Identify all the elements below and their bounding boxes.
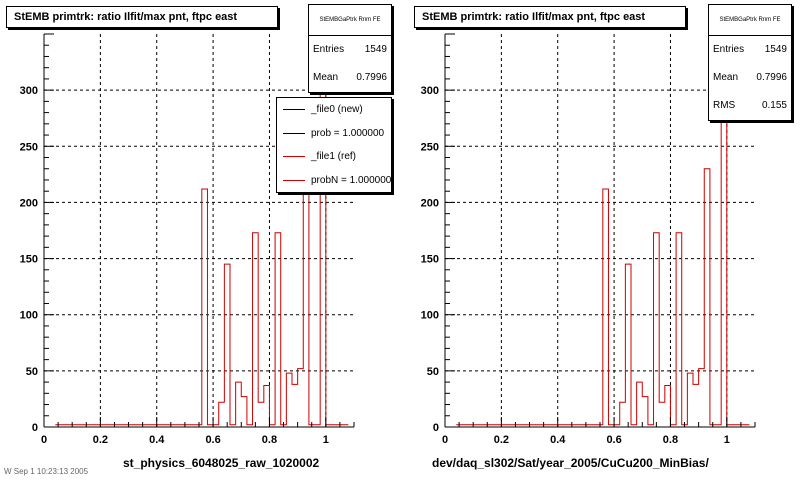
histogram-bin: [202, 189, 208, 427]
legend-entry: _file0 (new): [277, 98, 391, 122]
histogram-plot-right: 0 0.2 0.4 0.6 0.8 1 0 50 100 150 200 250 300: [421, 33, 756, 446]
stats-entries-label: Entries: [313, 44, 345, 55]
histogram-bin: [625, 264, 631, 427]
y-tick-label: 100: [421, 310, 439, 322]
x-tick-label: 1: [724, 434, 730, 446]
x-tick-label: 0: [442, 434, 448, 446]
histogram-series-line: [456, 58, 750, 426]
x-tick-label: 0.2: [494, 434, 509, 446]
legend: _file0 (new) prob = 1.000000 _file1 (ref…: [276, 97, 392, 193]
legend-label: _file0 (new): [311, 104, 363, 115]
stats-rms-label: RMS: [713, 100, 736, 111]
legend-label: probN = 1.000000: [311, 174, 392, 186]
histogram-bin: [693, 384, 699, 427]
histogram-bin: [699, 369, 705, 427]
histogram-bin: [676, 233, 682, 427]
histogram-bin: [275, 233, 281, 427]
histogram-bin: [241, 397, 247, 427]
legend-line-red: [283, 179, 305, 181]
stats-entries-row: Entries 1549: [709, 36, 791, 64]
legend-line-black: [283, 132, 305, 134]
histogram-bin: [303, 169, 309, 427]
stats-entries-value: 1549: [764, 44, 787, 55]
histogram-bin: [704, 169, 710, 427]
histogram-bin: [286, 373, 292, 427]
legend-entry: prob = 1.000000: [277, 122, 391, 146]
histogram-bin: [620, 402, 626, 427]
y-tick-label: 0: [433, 422, 439, 434]
stats-box: StEMBGaPtrk Rnm FE Entries 1549 Mean 0.7…: [708, 4, 792, 121]
legend-entry: probN = 1.000000: [277, 169, 391, 193]
stats-rms-row: RMS 0.155: [709, 92, 791, 120]
legend-line-black: [283, 109, 305, 110]
stats-rms-value: 0.155: [761, 100, 787, 111]
y-tick-label: 300: [20, 85, 38, 97]
histogram-bin: [292, 384, 298, 427]
histogram-bin: [219, 402, 225, 427]
x-tick-label: 1: [323, 434, 329, 446]
legend-line-red: [283, 156, 305, 157]
histogram-bin: [224, 264, 230, 427]
y-tick-label: 300: [421, 85, 439, 97]
histogram-bin: [253, 233, 259, 427]
y-tick-label: 150: [20, 254, 38, 266]
y-tick-label: 50: [26, 366, 38, 378]
stats-mean-value: 0.7996: [756, 72, 787, 83]
histogram-bin: [665, 385, 671, 427]
chart-title: StEMB primtrk: ratio Ilfit/max pnt, ftpc…: [6, 6, 278, 28]
x-tick-label: 0.8: [663, 434, 678, 446]
histogram-panel-left: 0 0.2 0.4 0.6 0.8 1 0 50 100 150 200 250 300 StEMB p…: [4, 4, 392, 476]
chart-title: StEMB primtrk: ratio Ilfit/max pnt, ftpc…: [414, 6, 686, 28]
histogram-bin: [603, 189, 609, 427]
histogram-bin: [687, 373, 693, 427]
histogram-bin: [258, 402, 264, 427]
y-tick-label: 250: [20, 141, 38, 153]
histogram-bin: [659, 402, 665, 427]
histogram-series-line: [55, 58, 349, 426]
y-tick-label: 50: [427, 366, 439, 378]
x-tick-label: 0.6: [606, 434, 621, 446]
histogram-bin: [264, 385, 270, 427]
x-tick-label: 0.4: [550, 434, 566, 446]
y-tick-label: 200: [421, 197, 439, 209]
x-tick-label: 0.4: [149, 434, 165, 446]
y-tick-label: 0: [32, 422, 38, 434]
x-tick-label: 0: [41, 434, 47, 446]
histogram-bin: [637, 382, 643, 427]
stats-entries-value: 1549: [364, 44, 387, 55]
y-tick-label: 100: [20, 310, 38, 322]
footer-timestamp: W Sep 1 10:23:13 2005: [4, 467, 89, 476]
x-tick-label: 0.2: [93, 434, 108, 446]
stats-header: StEMBGaPtrk Rnm FE: [309, 5, 391, 36]
stats-entries-label: Entries: [713, 44, 745, 55]
histogram-bin: [236, 382, 242, 427]
stats-box: StEMBGaPtrk Rnm FE Entries 1549 Mean 0.7…: [308, 4, 392, 93]
y-tick-label: 150: [421, 254, 439, 266]
y-tick-label: 250: [421, 141, 439, 153]
stats-mean-label: Mean: [313, 72, 339, 83]
stats-mean-value: 0.7996: [356, 72, 387, 83]
histogram-bin: [298, 369, 304, 427]
x-tick-label: 0.8: [262, 434, 277, 446]
histogram-plot-left: 0 0.2 0.4 0.6 0.8 1 0 50 100 150 200 250 300: [20, 33, 355, 446]
stats-mean-row: Mean 0.7996: [709, 64, 791, 92]
y-tick-label: 200: [20, 197, 38, 209]
histogram-panel-right: 0 0.2 0.4 0.6 0.8 1 0 50 100 150 200 250 300 StEMB p…: [400, 0, 800, 480]
histogram-bin: [654, 233, 660, 427]
x-axis-label: dev/daq_sl302/Sat/year_2005/CuCu200_MinB…: [432, 456, 709, 470]
stats-entries-row: Entries 1549: [309, 36, 391, 64]
legend-entry: _file1 (ref): [277, 145, 391, 169]
stats-mean-row: Mean 0.7996: [309, 64, 391, 92]
x-axis-label: st_physics_6048025_raw_1020002: [123, 456, 320, 470]
legend-label: prob = 1.000000: [311, 127, 385, 139]
histogram-bin: [642, 397, 648, 427]
legend-label: _file1 (ref): [311, 151, 357, 162]
x-tick-label: 0.6: [205, 434, 220, 446]
stats-header: StEMBGaPtrk Rnm FE: [709, 5, 791, 36]
stats-mean-label: Mean: [713, 72, 739, 83]
